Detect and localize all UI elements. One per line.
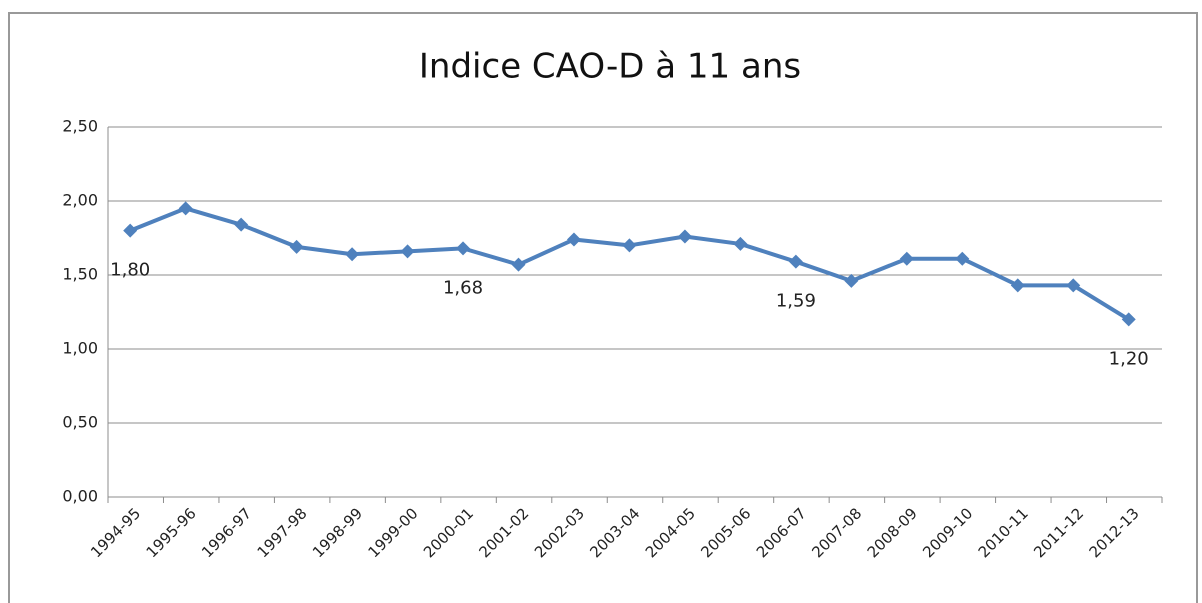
data-point xyxy=(566,232,581,247)
data-point xyxy=(234,217,249,232)
y-tick-label: 0,50 xyxy=(62,413,98,432)
data-point xyxy=(345,247,360,262)
data-point xyxy=(955,251,970,266)
data-label: 1,80 xyxy=(110,260,150,281)
y-tick-label: 1,50 xyxy=(62,265,98,284)
y-tick-label: 0,00 xyxy=(62,487,98,506)
data-point xyxy=(456,241,471,256)
chart-frame xyxy=(8,12,1198,603)
data-point xyxy=(178,201,193,216)
data-point xyxy=(123,223,138,238)
data-label: 1,20 xyxy=(1109,348,1149,369)
y-tick-label: 1,00 xyxy=(62,339,98,358)
data-point xyxy=(677,229,692,244)
data-label: 1,59 xyxy=(776,291,816,312)
data-point xyxy=(1121,312,1136,327)
data-point xyxy=(511,257,526,272)
data-label: 1,68 xyxy=(443,277,483,298)
data-point xyxy=(788,254,803,269)
data-point xyxy=(1010,278,1025,293)
data-point xyxy=(844,273,859,288)
data-point xyxy=(899,251,914,266)
data-point xyxy=(733,236,748,251)
data-point xyxy=(400,244,415,259)
data-point xyxy=(622,238,637,253)
chart-title: Indice CAO-D à 11 ans xyxy=(419,47,801,87)
y-tick-label: 2,00 xyxy=(62,191,98,210)
y-tick-label: 2,50 xyxy=(62,117,98,136)
data-point xyxy=(289,239,304,254)
data-point xyxy=(1066,278,1081,293)
